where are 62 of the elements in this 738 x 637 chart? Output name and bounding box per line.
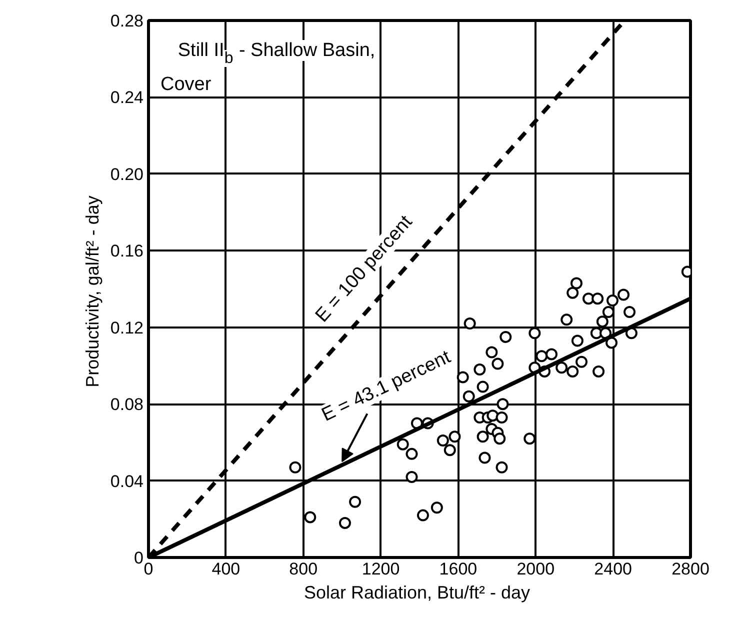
point (528, 327, 541, 340)
point (444, 444, 456, 456)
point (556, 362, 568, 374)
point (304, 511, 316, 524)
x-tick-label: 2800 (672, 560, 710, 578)
point (576, 356, 588, 368)
point (496, 412, 508, 424)
x-tick-label: 2400 (594, 560, 632, 578)
point (596, 316, 608, 328)
point (536, 350, 548, 362)
y-tick-label: 0.28 (110, 12, 144, 30)
point (436, 434, 449, 446)
point (566, 365, 579, 378)
x-tick-label: 1200 (362, 560, 400, 578)
x-tick-label: 2000 (516, 560, 555, 578)
y-axis-title: Productivity, gal/ft² - day (82, 196, 102, 388)
point (396, 438, 409, 450)
point (496, 461, 508, 474)
point (464, 318, 476, 330)
x-tick-label: 800 (289, 560, 318, 578)
point (478, 452, 491, 464)
point (486, 346, 498, 358)
point (560, 314, 573, 326)
point (618, 288, 630, 301)
point (476, 380, 489, 393)
point (289, 461, 302, 474)
point (592, 365, 605, 378)
point (486, 410, 499, 422)
point (448, 430, 461, 443)
y-tick-label: 0.16 (110, 242, 144, 261)
point (546, 348, 558, 360)
x-tick-label: 1600 (439, 560, 478, 578)
point (606, 294, 618, 306)
annotation: Cover (160, 74, 212, 95)
point (592, 292, 604, 305)
point (571, 334, 584, 347)
point (462, 390, 475, 402)
point (430, 502, 443, 514)
y-tick-label: 0.04 (110, 472, 144, 491)
point (524, 432, 536, 445)
point (606, 336, 618, 349)
point (570, 277, 582, 290)
point (406, 448, 418, 460)
point (494, 432, 506, 445)
x-axis-title: Solar Radiation, Btu/ft² - day (304, 582, 530, 602)
point (456, 371, 469, 384)
point (624, 306, 636, 318)
point (500, 330, 512, 343)
point (492, 358, 504, 370)
point (349, 496, 362, 508)
x-tick-label: 400 (212, 560, 240, 578)
point (474, 364, 486, 376)
point (406, 470, 418, 483)
y-tick-label: 0.24 (110, 88, 144, 108)
point (476, 430, 489, 443)
point (566, 286, 579, 299)
y-tick-label: 0.12 (110, 318, 144, 338)
y-tick-label: 0.20 (110, 164, 144, 184)
y-tick-label: 0.08 (110, 395, 144, 414)
point (496, 398, 509, 410)
point (416, 509, 429, 522)
point (338, 516, 351, 529)
